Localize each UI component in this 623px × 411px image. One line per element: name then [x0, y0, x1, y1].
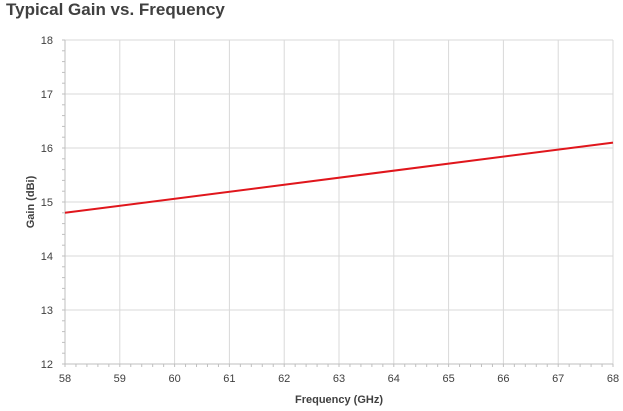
tick-labels: 58 59 60 61 62 63 64 65 66 67 68 12 13 14 15 16 17 18: [41, 35, 619, 385]
y-tick-label: 14: [41, 251, 53, 263]
y-tick-label: 18: [41, 35, 53, 47]
x-tick-label: 58: [59, 373, 71, 385]
x-tick-label: 63: [333, 373, 345, 385]
x-tick-label: 60: [168, 373, 180, 385]
x-tick-label: 64: [388, 373, 400, 385]
y-axis-title: Gain (dBi): [25, 175, 37, 228]
gain-series-line: [64, 141, 614, 214]
x-tick-label: 59: [114, 373, 126, 385]
x-tick-label: 68: [607, 373, 619, 385]
y-tick-label: 12: [41, 359, 53, 371]
series-lines: [64, 141, 614, 214]
y-tick-label: 15: [41, 197, 53, 209]
chart-title: Typical Gain vs. Frequency: [6, 0, 225, 19]
x-axis-title: Frequency (GHz): [295, 394, 383, 406]
y-tick-label: 16: [41, 143, 53, 155]
axes: [62, 39, 614, 367]
x-tick-label: 67: [552, 373, 564, 385]
x-tick-label: 65: [442, 373, 454, 385]
y-tick-label: 17: [41, 89, 53, 101]
x-tick-label: 62: [278, 373, 290, 385]
x-tick-label: 66: [497, 373, 509, 385]
x-tick-label: 61: [223, 373, 235, 385]
y-tick-label: 13: [41, 305, 53, 317]
